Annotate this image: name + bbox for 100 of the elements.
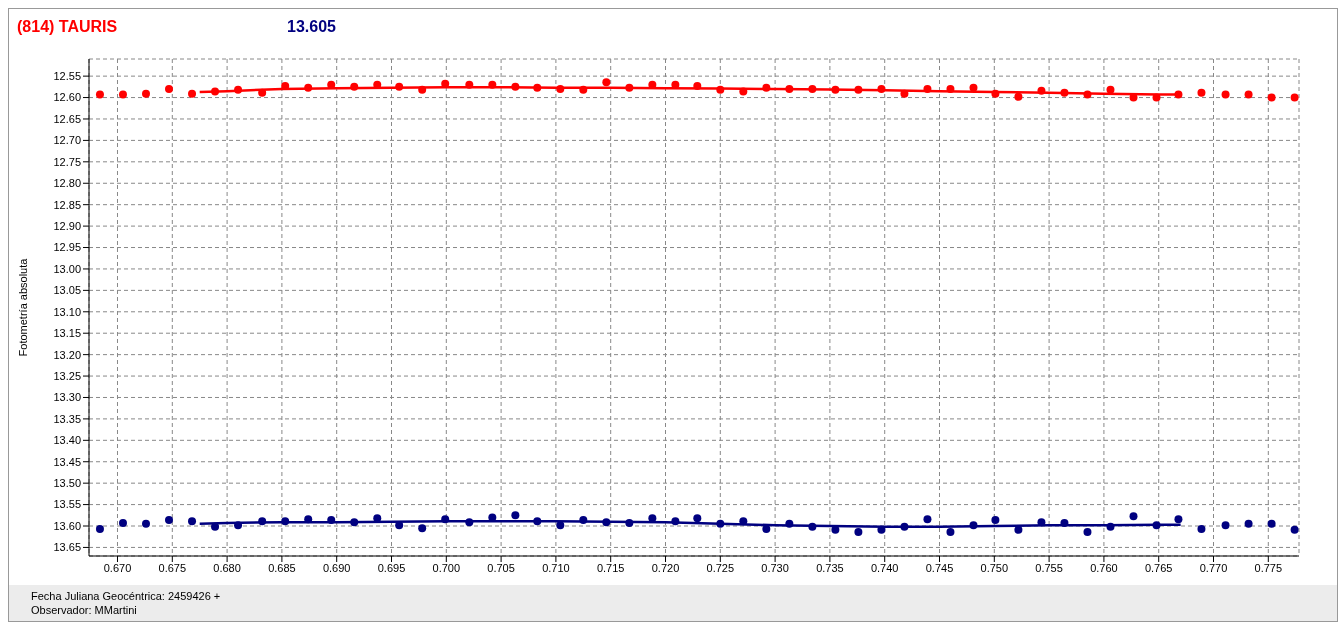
point: [1060, 88, 1069, 97]
y-tick-label: 13.25: [53, 369, 81, 382]
point: [602, 78, 611, 87]
point: [465, 80, 474, 89]
point: [808, 522, 817, 531]
y-tick-label: 13.30: [53, 391, 81, 404]
y-tick-label: 12.80: [53, 177, 81, 190]
x-tick-label: 0.725: [706, 561, 735, 574]
point: [923, 84, 932, 93]
point: [1174, 515, 1183, 524]
x-axis-title: Fecha Juliana Geocéntrica: 2459426 +: [31, 589, 222, 603]
point: [877, 525, 886, 534]
x-tick-label: 0.685: [268, 561, 296, 574]
point: [258, 517, 267, 526]
point: [831, 85, 840, 94]
point: [188, 517, 197, 526]
y-tick-label: 13.65: [53, 541, 81, 554]
y-tick-label: 13.10: [53, 305, 81, 318]
x-tick-label: 0.775: [1254, 561, 1283, 574]
point: [1221, 90, 1230, 99]
x-tick-label: 0.680: [213, 561, 241, 574]
point: [533, 517, 542, 526]
x-tick-label: 0.670: [103, 561, 132, 574]
point: [511, 511, 520, 520]
text: Observador: MMartini: [31, 603, 138, 617]
point: [625, 83, 634, 92]
x-tick-label: 0.765: [1144, 561, 1173, 574]
y-tick-label: 12.55: [53, 70, 81, 83]
point: [739, 517, 748, 526]
point: [579, 85, 588, 94]
y-tick-label: 12.60: [53, 91, 81, 104]
point: [1290, 93, 1299, 102]
y-tick-label: 12.95: [53, 241, 81, 254]
x-tick-label: 0.735: [816, 561, 844, 574]
y-tick-label: 12.65: [53, 112, 81, 125]
point: [739, 87, 748, 96]
point: [854, 528, 863, 537]
chart-subtitle: 13.605: [287, 18, 336, 36]
point: [350, 82, 359, 91]
point: [234, 521, 243, 530]
point: [1060, 519, 1069, 528]
x-tick-label: 0.705: [487, 561, 515, 574]
x-tick-label: 0.750: [980, 561, 1009, 574]
y-tick-label: 12.90: [53, 220, 81, 232]
point: [625, 519, 634, 528]
point: [716, 85, 725, 94]
point: [969, 83, 978, 92]
point: [762, 83, 771, 92]
x-tick-label: 0.720: [651, 561, 680, 574]
point: [327, 80, 336, 89]
point: [1174, 90, 1183, 99]
y-tick-label: 12.70: [53, 134, 81, 147]
point: [118, 519, 127, 528]
point: [1037, 518, 1046, 527]
point: [762, 525, 771, 534]
x-tick-label: 0.730: [761, 561, 789, 574]
point: [693, 81, 702, 90]
point: [304, 83, 313, 92]
point: [188, 89, 197, 98]
point: [556, 521, 565, 530]
point: [1014, 92, 1023, 101]
point: [1221, 521, 1230, 530]
point: [693, 514, 702, 523]
point: [991, 516, 1000, 525]
point: [1267, 93, 1276, 102]
point: [1037, 86, 1046, 95]
point: [1152, 521, 1161, 530]
x-tick-label: 0.700: [432, 561, 461, 574]
point: [991, 89, 1000, 98]
x-tick-label: 0.760: [1090, 561, 1118, 574]
point: [465, 518, 474, 527]
y-tick-label: 13.60: [53, 519, 81, 532]
point: [1106, 522, 1115, 531]
point: [854, 85, 863, 94]
x-tick-label: 0.740: [870, 561, 899, 574]
point: [350, 518, 359, 527]
y-tick-label: 12.85: [53, 198, 81, 211]
y-tick-label: 13.45: [53, 455, 81, 468]
point: [1083, 528, 1092, 537]
y-tick-label: 13.05: [53, 284, 81, 297]
point: [900, 522, 909, 531]
y-tick-label: 13.50: [53, 477, 81, 490]
point: [281, 517, 290, 526]
point: [1197, 88, 1206, 97]
y-tick-label: 13.40: [53, 434, 81, 447]
y-tick-label: 13.55: [53, 498, 81, 511]
point: [211, 87, 220, 96]
point: [165, 84, 174, 93]
point: [808, 84, 817, 93]
point: [969, 521, 978, 530]
point: [923, 515, 932, 524]
point: [877, 84, 886, 93]
point: [671, 517, 680, 526]
point: [579, 516, 588, 525]
point: [95, 90, 104, 99]
point: [95, 525, 104, 534]
point: [418, 85, 427, 94]
point: [488, 80, 497, 89]
x-tick-label: 0.710: [542, 561, 570, 574]
point: [395, 82, 404, 91]
